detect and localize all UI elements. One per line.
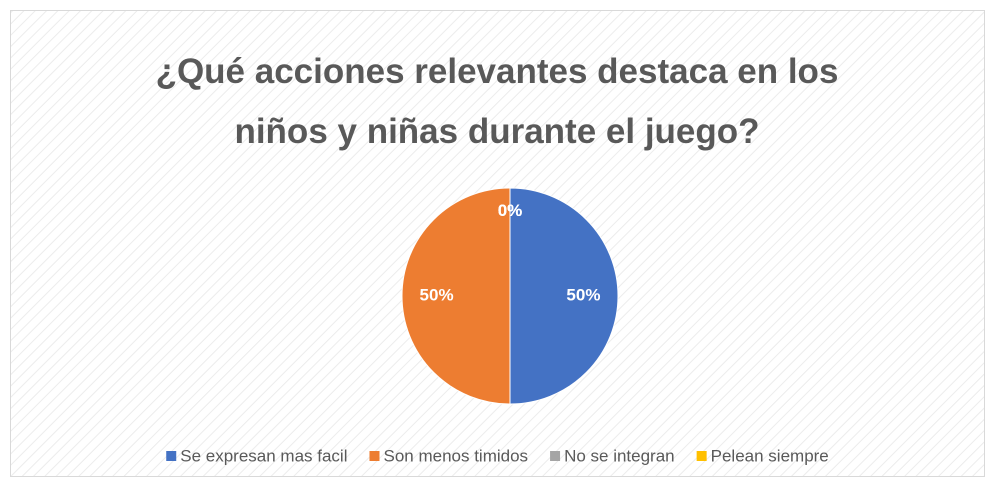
legend: Se expresan mas facil Son menos timidos No… <box>166 446 829 465</box>
pie-slice <box>509 187 619 405</box>
pie-slice <box>401 187 511 405</box>
legend-swatch <box>696 451 707 461</box>
data-label: 50% <box>420 285 454 304</box>
chart-title: ¿Qué acciones relevantes destaca en los … <box>155 52 839 151</box>
legend-label: No se integran <box>564 446 675 465</box>
legend-label: Son menos timidos <box>383 446 528 465</box>
data-label: 0% <box>498 201 523 220</box>
legend-swatch <box>369 451 380 461</box>
data-label: 50% <box>566 285 600 304</box>
legend-swatch <box>166 451 177 461</box>
legend-label: Pelean siempre <box>711 446 829 465</box>
data-label: 0% <box>498 201 523 220</box>
legend-label: Se expresan mas facil <box>180 446 347 465</box>
legend-swatch <box>550 451 561 461</box>
